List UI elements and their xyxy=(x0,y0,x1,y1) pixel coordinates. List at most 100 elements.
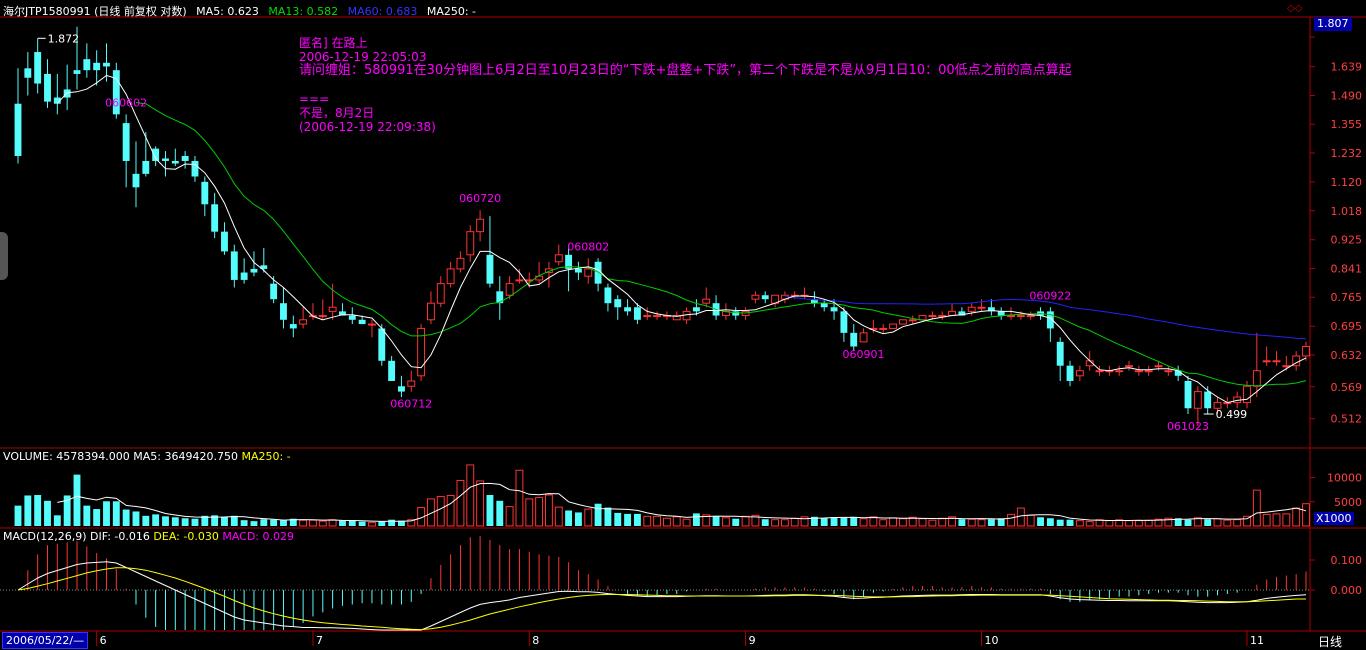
candle-body xyxy=(1252,370,1261,387)
candle-body xyxy=(997,311,1005,316)
volume-bar xyxy=(662,517,671,527)
volume-bar xyxy=(741,515,750,527)
annotation-label: 060720 xyxy=(459,192,501,205)
volume-bar xyxy=(53,515,61,526)
left-collapse-tab[interactable] xyxy=(0,232,8,280)
volume-bar xyxy=(682,518,691,527)
period-selector[interactable]: 日线 xyxy=(1318,635,1343,649)
candle-body xyxy=(496,291,504,304)
volume-bar xyxy=(1223,519,1232,527)
candle-body xyxy=(211,204,219,232)
candle-body xyxy=(544,268,553,274)
volume-bar xyxy=(230,515,238,526)
candle-body xyxy=(1174,370,1182,376)
candle-body xyxy=(1125,365,1133,368)
ma5-value: MA5: 0.623 xyxy=(196,5,259,18)
candle-body xyxy=(604,287,612,304)
candle-body xyxy=(505,283,514,296)
candle-body xyxy=(191,160,199,177)
volume-bar xyxy=(1085,521,1094,527)
volume-bar xyxy=(83,505,91,526)
volume-bar xyxy=(368,522,376,527)
volume-bar xyxy=(898,518,907,527)
candle-body xyxy=(44,73,51,102)
candle-body xyxy=(633,307,641,320)
candle-body xyxy=(987,307,995,312)
volume-bar xyxy=(142,515,150,526)
volume-bar xyxy=(1302,503,1310,527)
candle-body xyxy=(958,311,966,316)
candle-body xyxy=(466,231,475,256)
candle-body xyxy=(1272,360,1281,363)
volume-bar xyxy=(1125,520,1133,527)
macd-label: MACD(12,26,9) xyxy=(3,530,87,543)
ma5-line xyxy=(56,74,1307,404)
candle-body xyxy=(427,302,435,321)
volume-bar xyxy=(191,518,199,526)
month-label: 9 xyxy=(749,634,756,647)
volume-bar xyxy=(398,520,405,526)
ma13-value: MA13: 0.582 xyxy=(268,5,339,18)
candle-body xyxy=(820,303,828,308)
candle-body xyxy=(1164,370,1173,373)
volume-bar xyxy=(318,520,327,527)
candle-body xyxy=(672,315,681,321)
volume-bar xyxy=(653,515,662,527)
candle-body xyxy=(751,294,760,300)
candle-body xyxy=(614,299,622,308)
price-tick-label: 1.490 xyxy=(1331,89,1363,102)
volume-bar xyxy=(614,512,622,526)
volume-bar xyxy=(1026,514,1035,527)
volume-bar xyxy=(1066,519,1074,526)
volume-bar xyxy=(565,510,573,526)
volume-bar xyxy=(761,519,769,526)
volume-bar xyxy=(250,521,258,526)
volume-ma5: MA5: 3649420.750 xyxy=(133,450,238,463)
candle-body xyxy=(1193,391,1202,409)
note-line: 请问缠姐：580991在30分钟图上6月2日至10月23日的“下跌+盘整+下跌”… xyxy=(299,63,1072,78)
volume-bar xyxy=(1115,519,1124,527)
annotation-label: 060712 xyxy=(390,398,432,411)
volume-ma5-line xyxy=(57,482,1307,522)
candle-body xyxy=(565,254,573,269)
candle-body xyxy=(1026,315,1035,318)
candle-body xyxy=(879,327,888,330)
annotation-note: 匿名] 在路上 2006-12-19 22:05:03 请问缠姐：580991在… xyxy=(299,36,1072,134)
candle-body xyxy=(967,306,976,312)
volume-bar xyxy=(604,507,612,526)
candle-body xyxy=(14,103,22,156)
volume-bar xyxy=(348,520,356,526)
volume-bar xyxy=(672,516,681,527)
note-line: 2006-12-19 22:05:03 xyxy=(299,50,427,64)
volume-bar xyxy=(1252,489,1261,527)
volume-bar xyxy=(34,494,42,526)
candle-body xyxy=(1262,360,1271,363)
volume-bar xyxy=(14,505,22,526)
candle-body xyxy=(368,323,376,326)
volume-bar xyxy=(850,516,858,526)
candle-body xyxy=(328,306,337,312)
candle-body xyxy=(1144,370,1153,373)
volume-bar xyxy=(1272,513,1281,527)
annotation-label: 060901 xyxy=(843,348,885,361)
volume-bar xyxy=(1213,518,1222,527)
cursor-date: 2006/05/22/— xyxy=(2,632,89,649)
candle-body xyxy=(1184,380,1192,409)
volume-bar xyxy=(780,519,789,527)
candle-body xyxy=(1154,365,1163,368)
volume-bar xyxy=(63,495,71,526)
month-label: 7 xyxy=(316,634,323,647)
candle-body xyxy=(702,298,711,304)
candle-body xyxy=(898,319,907,325)
volume-bar xyxy=(594,503,602,526)
candle-body xyxy=(162,158,169,161)
candle-body xyxy=(810,299,818,304)
candle-body xyxy=(299,319,308,325)
candle-body xyxy=(103,62,110,67)
window-control-icon[interactable]: ◇◇ xyxy=(1287,3,1303,14)
volume-bar xyxy=(1262,513,1271,527)
volume-bar xyxy=(1134,520,1143,527)
volume-bar xyxy=(840,517,848,526)
volume-bar xyxy=(44,500,51,526)
